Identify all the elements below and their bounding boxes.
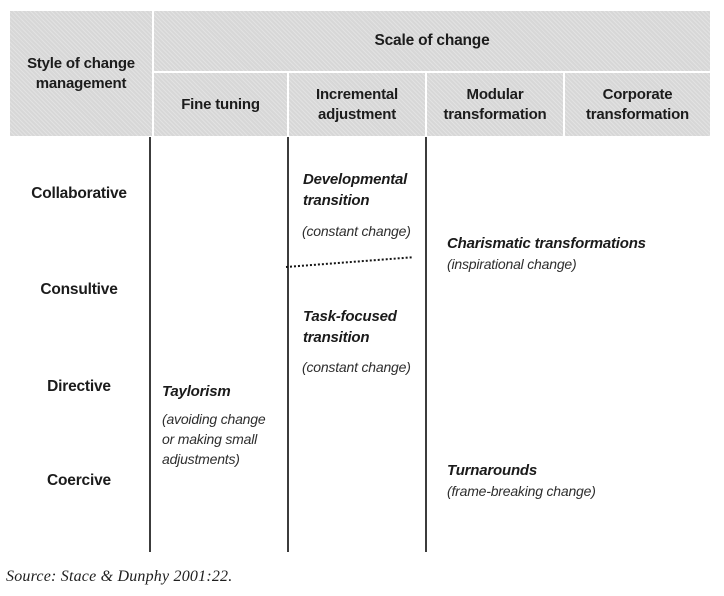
row-label-directive: Directive [47, 378, 111, 395]
column-header-incremental-adjustment: Incremental adjustment [289, 73, 425, 136]
cell-developmental-transition-title: Developmental transition [303, 171, 408, 209]
cell-turnarounds-title: Turnarounds [447, 462, 538, 479]
column-header-modular-transformation: Modular transformation [427, 73, 563, 136]
cell-task-focused-transition-note: (constant change) [302, 359, 411, 375]
source-citation: Source: Stace & Dunphy 2001:22. [6, 568, 233, 585]
cell-developmental-transition-note: (constant change) [302, 223, 411, 239]
corner-header-style-of-change-management: Style of change management [10, 11, 152, 136]
cell-taylorism-note: (avoiding change or making small adjustm… [162, 411, 266, 467]
cell-taylorism-title: Taylorism [162, 383, 231, 400]
scale-of-change-header: Scale of change [154, 11, 710, 71]
cell-charismatic-transformations-note: (inspirational change) [447, 256, 577, 272]
row-label-collaborative: Collaborative [31, 185, 127, 202]
column-header-corporate-transformation: Corporate transformation [565, 73, 710, 136]
column-divider-line-2 [287, 137, 289, 552]
row-label-coercive: Coercive [47, 472, 111, 489]
cell-turnarounds-note: (frame-breaking change) [447, 483, 596, 499]
cell-charismatic-transformations-title: Charismatic transformations [447, 235, 646, 252]
column-divider-line-3 [425, 137, 427, 552]
dotted-separator-line [285, 256, 412, 268]
cell-task-focused-transition-title: Task-focused transition [303, 308, 397, 346]
row-label-consultive: Consultive [40, 281, 118, 298]
column-header-fine-tuning: Fine tuning [154, 73, 287, 136]
column-divider-line-1 [149, 137, 151, 552]
